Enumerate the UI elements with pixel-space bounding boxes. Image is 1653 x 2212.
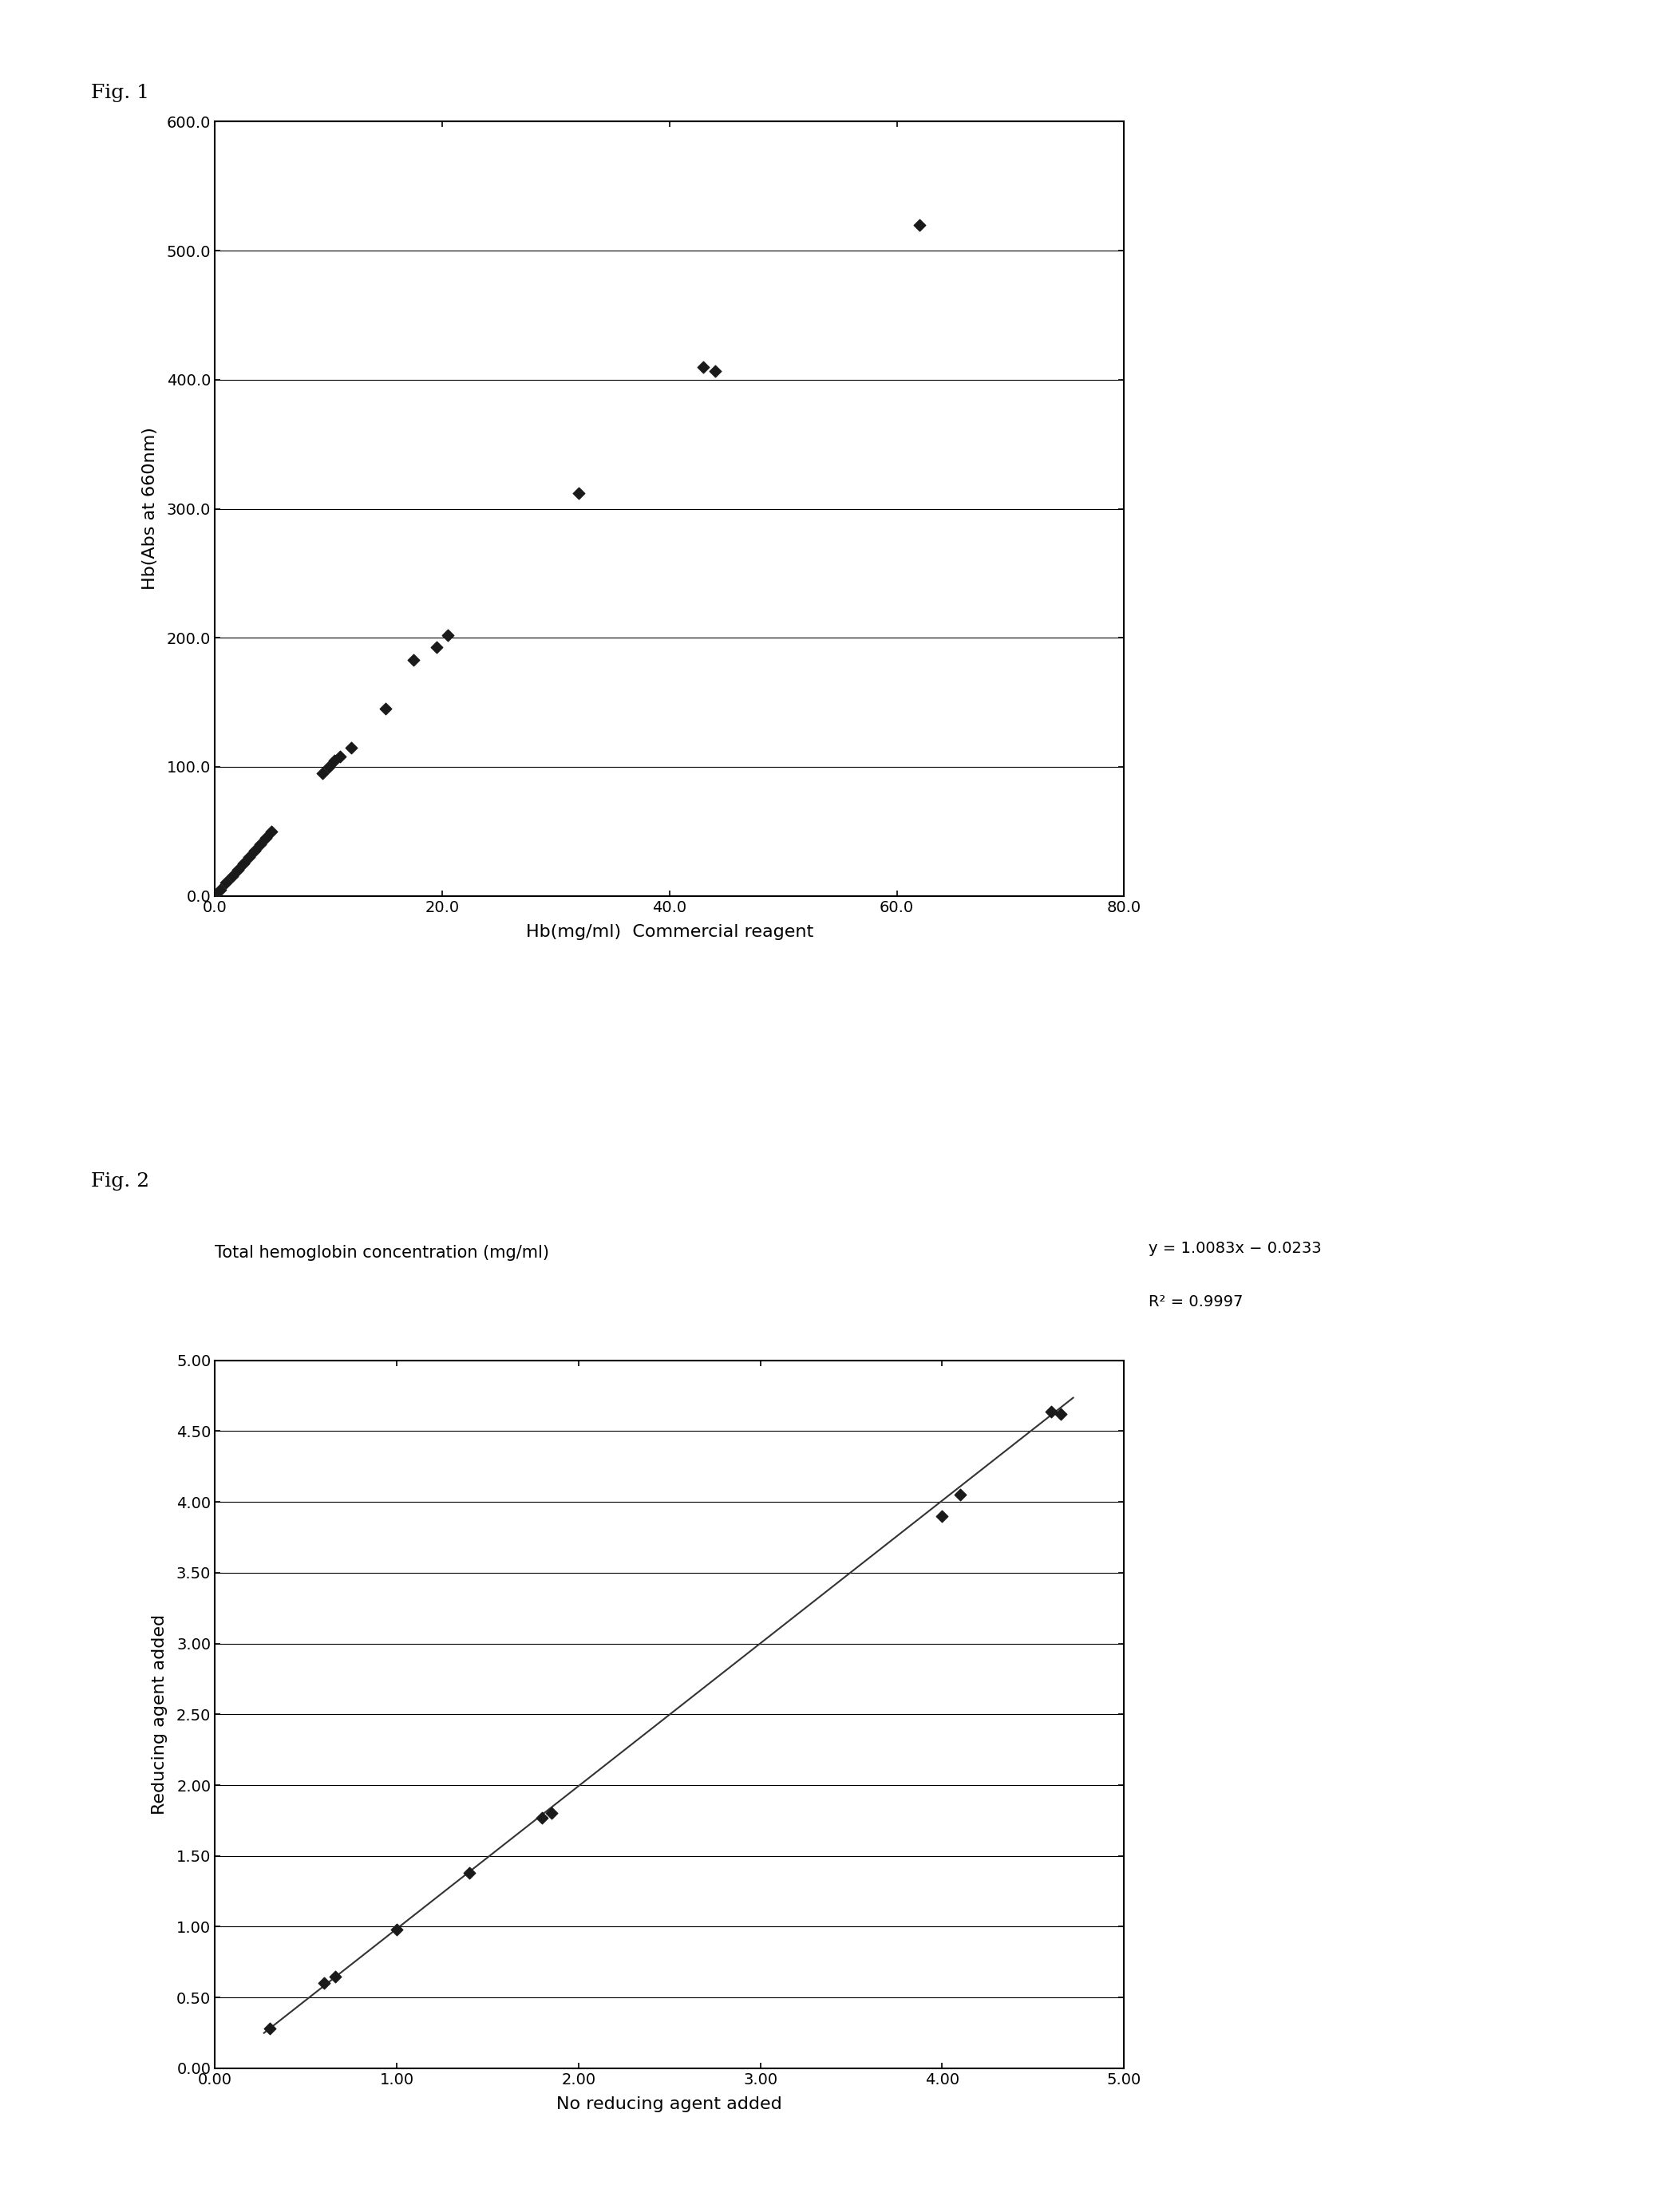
Point	[372, 690, 398, 726]
Point	[691, 349, 717, 385]
Point	[309, 757, 336, 792]
Point	[565, 476, 592, 511]
Point	[529, 1801, 555, 1836]
Point	[316, 750, 342, 785]
Point	[321, 743, 347, 779]
Point	[906, 208, 932, 243]
Point	[213, 865, 240, 900]
Point	[327, 739, 354, 774]
Point	[703, 354, 729, 389]
Point	[253, 821, 279, 856]
Text: Total hemoglobin concentration (mg/ml): Total hemoglobin concentration (mg/ml)	[215, 1245, 549, 1261]
Point	[423, 628, 450, 664]
Point	[383, 1911, 410, 1947]
Point	[241, 834, 268, 869]
Point	[539, 1796, 565, 1832]
X-axis label: Hb(mg/ml)  Commercial reagent: Hb(mg/ml) Commercial reagent	[526, 925, 813, 940]
Point	[456, 1856, 483, 1891]
Text: R² = 0.9997: R² = 0.9997	[1149, 1294, 1243, 1310]
Y-axis label: Reducing agent added: Reducing agent added	[152, 1615, 167, 1814]
Point	[311, 1966, 337, 2002]
Y-axis label: Hb(Abs at 660nm): Hb(Abs at 660nm)	[142, 427, 157, 591]
Point	[236, 841, 263, 876]
Point	[947, 1478, 974, 1513]
X-axis label: No reducing agent added: No reducing agent added	[557, 2097, 782, 2112]
Point	[322, 1958, 349, 1993]
Point	[258, 814, 284, 849]
Point	[230, 845, 256, 880]
Point	[202, 878, 228, 914]
Text: Fig. 2: Fig. 2	[91, 1172, 149, 1190]
Point	[339, 730, 365, 765]
Text: Fig. 1: Fig. 1	[91, 84, 149, 102]
Point	[435, 617, 461, 653]
Point	[225, 852, 251, 887]
Point	[1038, 1394, 1065, 1429]
Point	[248, 827, 274, 863]
Text: y = 1.0083x − 0.0233: y = 1.0083x − 0.0233	[1149, 1241, 1322, 1256]
Point	[207, 872, 233, 907]
Point	[929, 1498, 955, 1533]
Point	[256, 2011, 283, 2046]
Point	[1048, 1396, 1074, 1431]
Point	[218, 858, 245, 894]
Point	[400, 641, 426, 677]
